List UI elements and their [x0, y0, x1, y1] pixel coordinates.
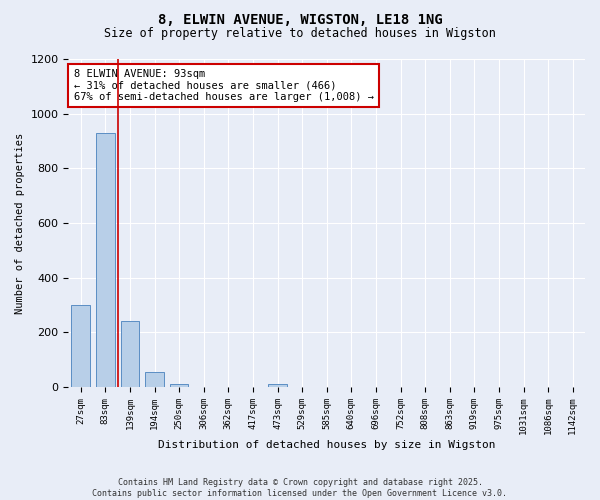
X-axis label: Distribution of detached houses by size in Wigston: Distribution of detached houses by size … [158, 440, 496, 450]
Bar [121, 322, 139, 387]
Bar [96, 133, 115, 387]
Bar [145, 372, 164, 387]
Text: 8, ELWIN AVENUE, WIGSTON, LE18 1NG: 8, ELWIN AVENUE, WIGSTON, LE18 1NG [158, 12, 442, 26]
Y-axis label: Number of detached properties: Number of detached properties [15, 132, 25, 314]
Bar [71, 305, 90, 387]
Text: Size of property relative to detached houses in Wigston: Size of property relative to detached ho… [104, 28, 496, 40]
Text: Contains HM Land Registry data © Crown copyright and database right 2025.
Contai: Contains HM Land Registry data © Crown c… [92, 478, 508, 498]
Bar [170, 384, 188, 387]
Bar [268, 384, 287, 387]
Text: 8 ELWIN AVENUE: 93sqm
← 31% of detached houses are smaller (466)
67% of semi-det: 8 ELWIN AVENUE: 93sqm ← 31% of detached … [74, 69, 374, 102]
